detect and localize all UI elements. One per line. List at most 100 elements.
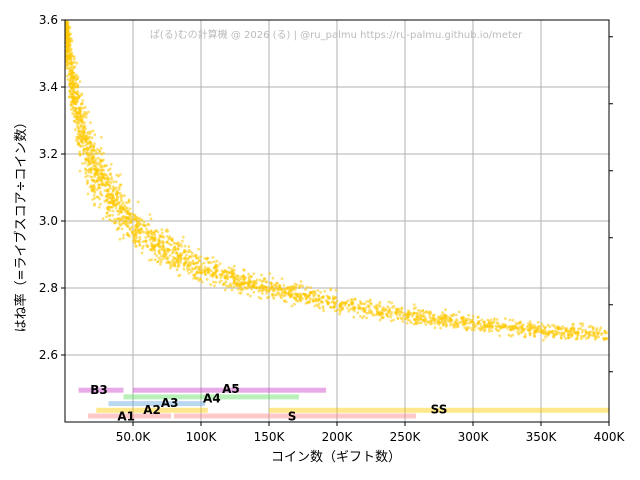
data-point bbox=[116, 195, 119, 199]
data-point bbox=[162, 254, 165, 258]
data-point bbox=[65, 45, 69, 48]
data-point bbox=[568, 330, 572, 333]
data-point bbox=[155, 254, 159, 257]
data-point bbox=[165, 240, 169, 244]
data-point bbox=[68, 52, 71, 56]
data-point bbox=[385, 313, 389, 316]
data-point bbox=[144, 239, 148, 243]
data-point bbox=[85, 113, 88, 116]
data-point bbox=[449, 314, 453, 317]
data-point bbox=[442, 323, 445, 326]
data-point bbox=[308, 297, 312, 301]
data-point bbox=[71, 82, 74, 86]
data-point bbox=[390, 301, 394, 305]
data-point bbox=[334, 288, 338, 292]
data-point bbox=[156, 260, 159, 264]
data-point bbox=[111, 201, 115, 205]
data-point bbox=[119, 194, 123, 198]
data-point bbox=[101, 165, 104, 169]
data-point bbox=[323, 289, 327, 293]
data-point bbox=[138, 243, 142, 247]
data-point bbox=[419, 314, 422, 318]
data-point bbox=[128, 227, 132, 231]
data-point bbox=[518, 325, 522, 329]
data-point bbox=[95, 188, 99, 192]
data-point bbox=[482, 320, 485, 324]
data-point bbox=[236, 288, 240, 291]
data-point bbox=[457, 310, 461, 314]
data-point bbox=[117, 222, 121, 225]
data-point bbox=[537, 324, 541, 328]
data-point bbox=[81, 144, 85, 148]
data-point bbox=[87, 110, 90, 114]
y-tick-label: 3.2 bbox=[39, 147, 58, 161]
data-point bbox=[313, 298, 317, 301]
data-point bbox=[309, 286, 313, 290]
data-point bbox=[319, 291, 322, 294]
data-point bbox=[86, 132, 89, 135]
data-point bbox=[594, 328, 598, 332]
data-point bbox=[75, 121, 78, 124]
data-point bbox=[537, 327, 540, 331]
data-point bbox=[587, 336, 590, 339]
data-point bbox=[349, 298, 353, 302]
data-point bbox=[91, 189, 95, 193]
data-point bbox=[567, 333, 571, 337]
data-point bbox=[590, 330, 594, 334]
data-point bbox=[533, 334, 537, 338]
data-point bbox=[528, 320, 532, 323]
data-point bbox=[166, 257, 170, 260]
data-point bbox=[375, 310, 379, 314]
data-point bbox=[107, 214, 111, 218]
data-point bbox=[83, 110, 86, 114]
data-point bbox=[106, 182, 109, 186]
data-point bbox=[184, 261, 188, 264]
x-tick-label: 350K bbox=[526, 430, 558, 444]
data-point bbox=[281, 290, 285, 294]
data-point bbox=[345, 301, 348, 305]
data-point bbox=[461, 319, 465, 322]
data-point bbox=[109, 172, 112, 176]
y-tick-label: 3.6 bbox=[39, 13, 58, 27]
data-point bbox=[115, 189, 119, 193]
data-point bbox=[108, 184, 112, 188]
data-point bbox=[397, 307, 400, 311]
data-point bbox=[109, 163, 113, 166]
data-point bbox=[196, 276, 200, 280]
data-point bbox=[110, 199, 114, 203]
data-point bbox=[76, 143, 80, 147]
data-point bbox=[93, 164, 96, 168]
data-point bbox=[270, 286, 273, 290]
data-point bbox=[106, 201, 110, 204]
data-point bbox=[365, 316, 369, 320]
data-point bbox=[458, 320, 461, 324]
data-point bbox=[165, 235, 169, 238]
data-point bbox=[147, 235, 150, 239]
data-point bbox=[429, 322, 433, 326]
data-point bbox=[317, 294, 321, 298]
data-point bbox=[88, 132, 92, 136]
data-point bbox=[438, 321, 441, 325]
data-point bbox=[534, 330, 538, 334]
data-point bbox=[214, 270, 218, 274]
data-point bbox=[191, 267, 194, 270]
band-b3 bbox=[78, 387, 124, 393]
data-point bbox=[293, 287, 297, 291]
data-point bbox=[516, 330, 519, 334]
data-point bbox=[363, 308, 367, 312]
data-point bbox=[199, 255, 203, 259]
data-point bbox=[126, 225, 129, 228]
data-point bbox=[117, 212, 120, 216]
data-point bbox=[419, 317, 423, 321]
data-point bbox=[97, 205, 101, 209]
data-point bbox=[161, 245, 164, 248]
data-point bbox=[177, 247, 180, 251]
data-point bbox=[193, 273, 196, 277]
data-point bbox=[249, 275, 253, 278]
data-point bbox=[252, 290, 256, 294]
data-point bbox=[248, 285, 252, 289]
data-point bbox=[325, 300, 329, 304]
data-point bbox=[160, 231, 164, 235]
data-point bbox=[146, 231, 150, 234]
data-point bbox=[211, 272, 215, 275]
